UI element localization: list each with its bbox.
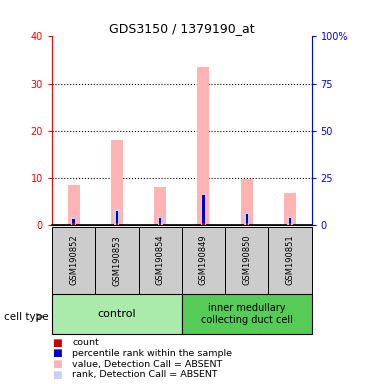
Bar <box>182 227 225 294</box>
Bar <box>202 195 204 225</box>
Text: ■: ■ <box>52 348 62 358</box>
Text: GSM190853: GSM190853 <box>112 235 121 286</box>
Text: inner medullary
collecting duct cell: inner medullary collecting duct cell <box>201 303 293 325</box>
Text: percentile rank within the sample: percentile rank within the sample <box>72 349 232 358</box>
Text: ■: ■ <box>52 370 62 380</box>
Bar <box>68 185 80 225</box>
Bar <box>159 223 161 225</box>
Text: GSM190850: GSM190850 <box>242 235 251 285</box>
Bar <box>246 214 248 225</box>
Bar <box>241 179 253 225</box>
Bar <box>72 219 75 225</box>
Bar <box>202 223 204 225</box>
Bar <box>111 140 123 225</box>
Bar <box>114 209 119 225</box>
Bar <box>52 227 95 294</box>
Bar <box>289 218 291 225</box>
Bar <box>159 218 161 225</box>
Text: GSM190854: GSM190854 <box>156 235 165 285</box>
Bar <box>52 294 182 334</box>
Bar <box>71 217 76 225</box>
Title: GDS3150 / 1379190_at: GDS3150 / 1379190_at <box>109 22 255 35</box>
Bar <box>154 187 166 225</box>
Text: control: control <box>98 309 136 319</box>
Bar <box>289 223 291 225</box>
Text: ■: ■ <box>52 359 62 369</box>
Bar <box>72 223 75 225</box>
Bar <box>116 223 118 225</box>
Bar <box>288 217 293 225</box>
Bar <box>201 194 206 225</box>
Text: GSM190851: GSM190851 <box>286 235 295 285</box>
Bar <box>246 223 248 225</box>
Bar <box>182 294 312 334</box>
Bar <box>138 227 182 294</box>
Bar <box>268 227 312 294</box>
Bar <box>116 212 118 225</box>
Text: rank, Detection Call = ABSENT: rank, Detection Call = ABSENT <box>72 370 218 379</box>
Text: count: count <box>72 338 99 347</box>
Bar <box>158 217 163 225</box>
Text: GSM190849: GSM190849 <box>199 235 208 285</box>
Bar <box>95 227 138 294</box>
Text: GSM190852: GSM190852 <box>69 235 78 285</box>
Bar <box>225 227 268 294</box>
Text: cell type: cell type <box>4 312 48 322</box>
Bar <box>197 67 210 225</box>
Bar <box>244 214 249 225</box>
Text: ■: ■ <box>52 338 62 348</box>
Text: value, Detection Call = ABSENT: value, Detection Call = ABSENT <box>72 359 223 369</box>
Bar <box>284 193 296 225</box>
